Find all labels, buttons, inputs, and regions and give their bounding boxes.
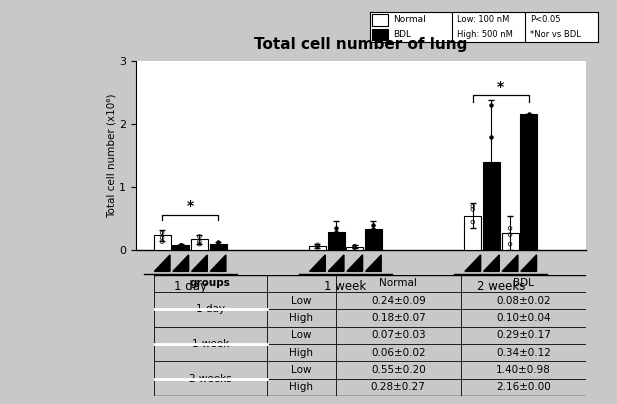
Text: P<0.05: P<0.05	[530, 15, 560, 25]
Point	[194, 238, 204, 245]
Text: Normal: Normal	[393, 15, 426, 25]
Point	[157, 235, 167, 241]
Point	[368, 222, 378, 228]
Text: High: High	[289, 347, 313, 358]
Text: 0.28±0.27: 0.28±0.27	[371, 382, 426, 392]
Bar	[346, 247, 363, 250]
Point	[176, 242, 186, 248]
Bar	[464, 216, 481, 250]
Text: *: *	[186, 199, 194, 213]
Y-axis label: Total cell number (x10⁶): Total cell number (x10⁶)	[106, 93, 116, 218]
Title: Total cell number of lung: Total cell number of lung	[254, 38, 468, 53]
Point	[350, 245, 360, 251]
Text: 0.34±0.12: 0.34±0.12	[496, 347, 551, 358]
Text: Low: Low	[291, 365, 312, 375]
Point	[468, 203, 478, 209]
Point	[524, 216, 534, 222]
Point	[157, 229, 167, 236]
Point	[213, 242, 223, 248]
Text: 2 weeks: 2 weeks	[189, 374, 232, 384]
Point	[331, 225, 341, 231]
Bar	[373, 29, 389, 40]
Polygon shape	[465, 255, 481, 271]
Point	[505, 225, 515, 231]
Point	[194, 234, 204, 240]
Point	[157, 238, 167, 245]
Text: High: High	[289, 382, 313, 392]
Text: BDL: BDL	[393, 30, 411, 39]
Bar	[172, 245, 189, 250]
Text: 0.29±0.17: 0.29±0.17	[496, 330, 551, 340]
Point	[350, 244, 360, 250]
Bar	[502, 233, 518, 250]
Point	[331, 229, 341, 236]
Point	[368, 229, 378, 236]
Bar	[154, 235, 171, 250]
Point	[486, 133, 496, 140]
Point	[176, 243, 186, 249]
Polygon shape	[347, 255, 363, 271]
Point	[213, 242, 223, 248]
Text: Low: Low	[291, 330, 312, 340]
Text: *: *	[497, 80, 504, 93]
Text: Normal: Normal	[379, 278, 417, 288]
Text: 0.07±0.03: 0.07±0.03	[371, 330, 426, 340]
Text: *Nor vs BDL: *Nor vs BDL	[530, 30, 581, 39]
Text: Low: 100 nM: Low: 100 nM	[457, 15, 509, 25]
Polygon shape	[210, 255, 226, 271]
Bar	[328, 232, 345, 250]
Point	[368, 226, 378, 232]
Bar	[520, 114, 537, 250]
Point	[468, 206, 478, 213]
Point	[313, 243, 323, 249]
Text: groups: groups	[190, 278, 231, 288]
Text: 0.08±0.02: 0.08±0.02	[496, 296, 551, 306]
Polygon shape	[191, 255, 207, 271]
Point	[213, 239, 223, 246]
Point	[331, 234, 341, 240]
Polygon shape	[328, 255, 344, 271]
Text: 1 week: 1 week	[192, 339, 229, 349]
Bar	[365, 229, 382, 250]
Text: 0.06±0.02: 0.06±0.02	[371, 347, 426, 358]
Text: 0.55±0.20: 0.55±0.20	[371, 365, 426, 375]
Text: High: High	[289, 313, 313, 323]
Point	[468, 219, 478, 225]
Bar	[483, 162, 500, 250]
Text: 1 day: 1 day	[196, 304, 225, 314]
Text: BDL: BDL	[513, 278, 534, 288]
Point	[486, 102, 496, 108]
Bar	[191, 239, 208, 250]
Text: 0.24±0.09: 0.24±0.09	[371, 296, 426, 306]
Bar	[210, 244, 226, 250]
Point	[313, 242, 323, 248]
Point	[524, 111, 534, 117]
Point	[176, 242, 186, 248]
Text: Low: Low	[291, 296, 312, 306]
Polygon shape	[521, 255, 537, 271]
Point	[505, 241, 515, 247]
Polygon shape	[365, 255, 381, 271]
Polygon shape	[154, 255, 170, 271]
Bar	[373, 14, 389, 26]
Polygon shape	[310, 255, 325, 271]
Polygon shape	[173, 255, 189, 271]
Polygon shape	[484, 255, 499, 271]
Point	[524, 159, 534, 165]
Point	[350, 243, 360, 249]
Polygon shape	[502, 255, 518, 271]
Point	[505, 231, 515, 238]
Point	[194, 241, 204, 247]
Text: High: 500 nM: High: 500 nM	[457, 30, 513, 39]
Point	[486, 184, 496, 190]
Text: 2.16±0.00: 2.16±0.00	[496, 382, 551, 392]
Bar	[309, 246, 326, 250]
Text: 1.40±0.98: 1.40±0.98	[496, 365, 551, 375]
Text: 0.10±0.04: 0.10±0.04	[496, 313, 551, 323]
Text: 0.18±0.07: 0.18±0.07	[371, 313, 426, 323]
Point	[313, 244, 323, 250]
